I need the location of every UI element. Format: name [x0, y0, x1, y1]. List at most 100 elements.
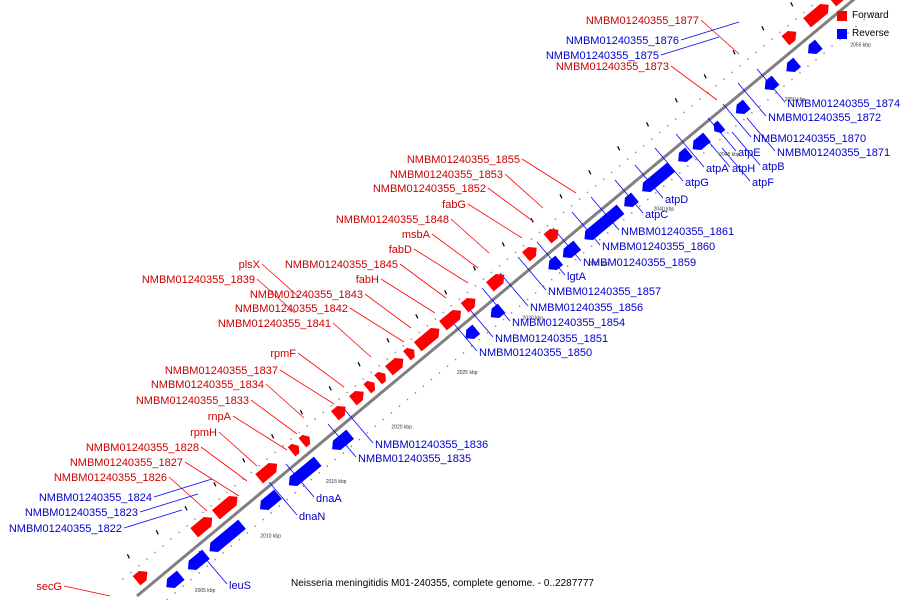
minor-tick-dot — [631, 212, 633, 214]
minor-tick-dot — [550, 278, 553, 281]
minor-tick-dot — [334, 458, 337, 461]
leader-line — [654, 147, 684, 182]
reverse-gene-label: NMBM01240355_1861 — [621, 226, 734, 238]
reverse-gene-label: NMBM01240355_1835 — [358, 453, 471, 465]
minor-tick-dot — [574, 258, 577, 261]
minor-tick-dot — [679, 172, 681, 174]
reverse-gene-label: NMBM01240355_1851 — [495, 333, 608, 345]
leader-line — [218, 431, 258, 467]
forward-gene-label-group: NMBM01240355_1842 — [235, 303, 348, 315]
reverse-gene-arrow — [642, 162, 675, 192]
minor-tick-dot — [226, 491, 228, 494]
forward-gene-label-group: fabH — [356, 274, 379, 286]
kbp-tick-label: 2045 kbp — [719, 152, 740, 158]
reverse-gene-arrow — [548, 255, 564, 270]
minor-tick-dot — [634, 151, 637, 154]
minor-tick-dot — [166, 598, 168, 600]
minor-tick-dot — [811, 5, 813, 7]
kbp-tick-label: 2010 kbp — [260, 534, 281, 540]
minor-tick-dot — [130, 571, 132, 574]
leader-line — [707, 117, 737, 152]
minor-tick-dot — [330, 405, 332, 407]
leader-line — [670, 65, 718, 101]
minor-tick-dot — [787, 25, 789, 27]
reverse-gene-arrow — [490, 303, 506, 318]
leader-line — [349, 307, 405, 343]
minor-tick-dot — [378, 365, 380, 367]
forward-gene-label: NMBM01240355_1841 — [218, 318, 331, 330]
reverse-gene-arrow — [187, 549, 210, 570]
minor-tick-dot — [502, 318, 505, 321]
leader-line — [232, 415, 288, 451]
legend-label-forward: Forward — [852, 10, 889, 21]
forward-gene-label-group: NMBM01240355_1833 — [136, 395, 249, 407]
forward-gene-label-group: NMBM01240355_1837 — [165, 365, 278, 377]
gene-labels: NMBM01240355_1877NMBM01240355_1873NMBM01… — [9, 15, 900, 593]
forward-gene-arrow — [413, 328, 440, 352]
forward-gene-arrow — [439, 310, 461, 331]
minor-tick-dot — [366, 432, 369, 434]
minor-tick-dot — [190, 578, 192, 581]
frame-dash — [559, 194, 563, 199]
minor-tick-dot — [170, 538, 172, 540]
legend: Forward Reverse — [837, 8, 899, 42]
minor-tick-dot — [286, 498, 288, 501]
minor-tick-dot — [354, 385, 356, 387]
frame-dash — [415, 314, 419, 319]
minor-tick-dot — [438, 372, 441, 374]
forward-gene-arrow — [385, 358, 404, 376]
minor-tick-dot — [470, 345, 473, 347]
minor-tick-dot — [755, 51, 757, 54]
forward-gene-label: NMBM01240355_1839 — [142, 274, 255, 286]
minor-tick-dot — [278, 505, 280, 507]
minor-tick-dot — [847, 32, 849, 34]
leader-line — [431, 233, 479, 269]
minor-tick-dot — [674, 118, 677, 120]
leader-line — [746, 117, 776, 152]
reverse-gene-label: NMBM01240355_1871 — [777, 147, 890, 159]
minor-tick-dot — [522, 245, 525, 247]
kbp-tick-label: 2040 kbp — [654, 206, 675, 212]
minor-tick-dot — [234, 485, 236, 487]
backbone-layer — [136, 0, 856, 598]
minor-tick-dot — [350, 445, 353, 447]
leader-line — [332, 322, 372, 358]
reverse-gene-label: atpD — [665, 194, 688, 206]
reverse-gene-label: atpH — [732, 163, 755, 175]
minor-tick-dot — [647, 198, 649, 201]
minor-tick-dot — [590, 245, 593, 247]
reverse-gene-label: dnaN — [299, 511, 325, 523]
minor-tick-dot — [791, 78, 793, 81]
minor-tick-dot — [310, 478, 312, 481]
frame-dash — [155, 530, 159, 535]
minor-tick-dot — [586, 191, 589, 194]
forward-gene-label: secG — [36, 581, 62, 593]
leader-line — [481, 287, 511, 322]
forward-gene-label-group: rpmF — [270, 348, 296, 360]
minor-tick-dot — [538, 231, 541, 234]
leader-line — [700, 19, 740, 55]
frame-dash — [588, 170, 592, 175]
minor-tick-dot — [839, 38, 841, 41]
frame-dash — [617, 146, 621, 151]
minor-tick-dot — [258, 465, 260, 467]
leader-line — [344, 409, 374, 444]
minor-tick-dot — [639, 205, 641, 207]
minor-tick-dot — [486, 332, 489, 334]
minor-tick-dot — [414, 392, 417, 394]
minor-tick-dot — [731, 71, 733, 74]
frame-dash — [703, 74, 707, 79]
forward-gene-arrow — [403, 347, 415, 361]
minor-tick-dot — [650, 138, 653, 140]
leader-line — [487, 187, 535, 223]
forward-gene-label-group: NMBM01240355_1826 — [54, 472, 167, 484]
minor-tick-dot — [386, 358, 388, 360]
frame-dash — [472, 266, 477, 271]
minor-tick-dot — [450, 305, 453, 307]
minor-tick-dot — [671, 178, 673, 181]
forward-gene-label-group: NMBM01240355_1853 — [390, 169, 503, 181]
reverse-gene-arrow — [713, 120, 726, 134]
leader-line — [261, 263, 301, 299]
minor-tick-dot — [594, 185, 597, 187]
